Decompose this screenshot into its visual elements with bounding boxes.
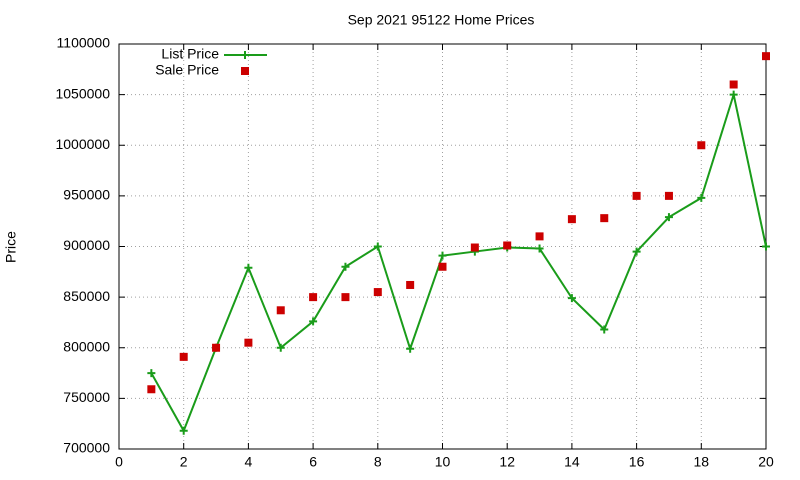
x-tick-label: 10 — [435, 454, 451, 470]
x-tick-label: 20 — [758, 454, 774, 470]
data-point — [244, 263, 253, 272]
data-point — [632, 247, 641, 256]
legend-label: Sale Price — [155, 62, 219, 78]
data-point — [762, 242, 770, 251]
x-tick-label: 4 — [245, 454, 253, 470]
legend-label: List Price — [161, 46, 219, 62]
y-tick-label: 800000 — [63, 338, 110, 354]
data-point — [147, 369, 156, 378]
y-tick-label: 750000 — [63, 389, 110, 405]
series-line — [150, 90, 767, 434]
x-tick-label: 8 — [374, 454, 382, 470]
x-tick-label: 12 — [499, 454, 515, 470]
x-tick-label: 2 — [180, 454, 188, 470]
y-tick-label: 700000 — [63, 440, 110, 456]
data-point — [373, 242, 382, 251]
data-point — [373, 288, 382, 297]
legend-swatch — [241, 67, 249, 75]
x-tick-label: 18 — [694, 454, 710, 470]
data-point — [470, 243, 479, 252]
data-point — [535, 232, 544, 241]
y-tick-label: 1050000 — [55, 85, 110, 101]
data-point — [697, 193, 706, 202]
data-point — [762, 52, 770, 61]
data-point — [341, 262, 350, 271]
y-tick-label: 1000000 — [55, 136, 110, 152]
data-point — [309, 293, 318, 302]
legend-swatch — [241, 51, 249, 59]
data-point — [535, 244, 544, 253]
data-point — [632, 191, 641, 200]
y-tick-label: 950000 — [63, 187, 110, 203]
data-point — [341, 293, 350, 302]
data-point — [276, 343, 285, 352]
y-axis-label: Price — [3, 231, 19, 263]
data-point — [664, 213, 673, 222]
x-tick-label: 14 — [564, 454, 580, 470]
data-point — [179, 352, 188, 361]
y-tick-label: 850000 — [63, 288, 110, 304]
x-tick-label: 6 — [309, 454, 317, 470]
x-tick-label: 0 — [115, 454, 123, 470]
data-point — [729, 80, 738, 89]
data-point — [406, 280, 415, 289]
data-point — [503, 241, 512, 250]
data-point — [438, 251, 447, 260]
data-point — [600, 214, 609, 223]
data-point — [697, 141, 706, 150]
data-point — [567, 215, 576, 224]
data-point — [212, 343, 221, 352]
data-point — [244, 338, 253, 347]
x-tick-label: 16 — [629, 454, 645, 470]
data-point — [664, 191, 673, 200]
data-point — [600, 325, 609, 334]
data-point — [276, 306, 285, 315]
data-point — [179, 426, 188, 435]
data-point — [309, 317, 318, 326]
data-point — [406, 344, 415, 353]
data-point — [147, 385, 156, 394]
chart-title: Sep 2021 95122 Home Prices — [348, 12, 535, 28]
y-tick-label: 1100000 — [57, 35, 111, 51]
data-point — [729, 90, 738, 99]
data-point — [438, 262, 447, 271]
data-point — [567, 294, 576, 303]
y-tick-label: 900000 — [63, 237, 110, 253]
